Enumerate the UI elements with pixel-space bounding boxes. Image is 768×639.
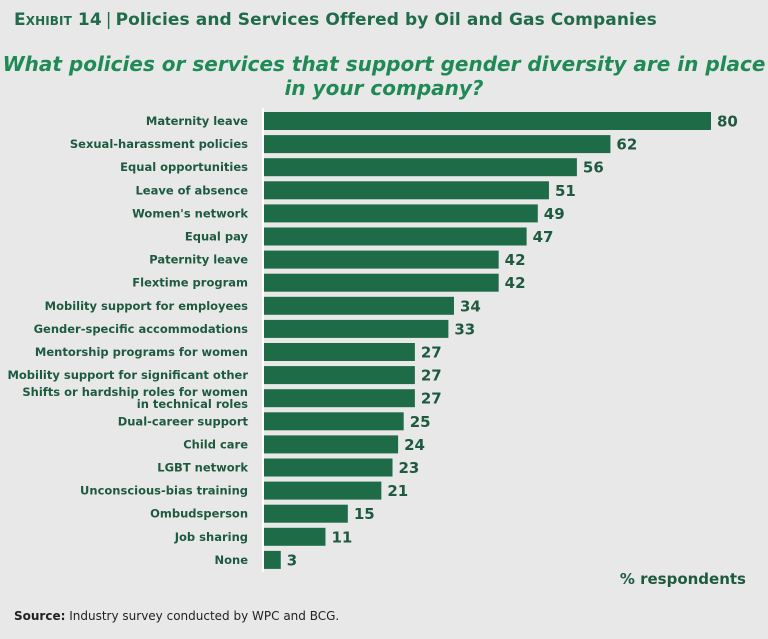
category-label: Gender-specific accommodations — [34, 322, 249, 336]
category-label: Leave of absence — [135, 183, 248, 197]
data-label: 80 — [717, 113, 738, 131]
category-label: Dual-career support — [118, 414, 249, 428]
exhibit-header: Exhibit 14 | Policies and Services Offered… — [14, 10, 657, 30]
category-label: Mobility support for employees — [45, 299, 248, 313]
data-label: 27 — [421, 344, 442, 362]
source-text: Industry survey conducted by WPC and BCG… — [69, 609, 340, 623]
exhibit-title: Policies and Services Offered by Oil and… — [115, 10, 657, 30]
category-label: Mobility support for significant other — [7, 368, 248, 382]
bar — [264, 296, 454, 315]
bar — [264, 458, 393, 477]
category-label: None — [214, 553, 248, 567]
category-label: Flextime program — [132, 276, 248, 290]
data-label: 24 — [404, 436, 425, 454]
data-label: 11 — [331, 528, 352, 546]
bar — [264, 227, 527, 246]
exhibit-label: Exhibit 14 — [14, 10, 102, 30]
data-label: 33 — [454, 320, 475, 338]
bar — [264, 319, 449, 338]
chart-title: What policies or services that support g… — [2, 52, 766, 100]
category-label: Women's network — [132, 206, 248, 220]
bar — [264, 366, 415, 385]
bar — [264, 158, 577, 177]
bar — [264, 550, 281, 569]
bar — [264, 112, 711, 130]
data-label: 27 — [421, 367, 442, 385]
source-note: Source: Industry survey conducted by WPC… — [14, 609, 339, 623]
data-label: 42 — [505, 274, 526, 292]
data-label: 62 — [616, 136, 637, 154]
data-label: 21 — [387, 482, 408, 500]
bar — [264, 204, 538, 223]
bar — [264, 343, 415, 361]
bar — [264, 412, 404, 431]
category-label: Child care — [183, 437, 248, 451]
category-label: Job sharing — [174, 530, 248, 544]
category-label: Unconscious-bias training — [80, 484, 248, 498]
category-label: LGBT network — [157, 461, 248, 475]
data-label: 47 — [533, 228, 554, 246]
bar — [264, 273, 499, 292]
bar — [264, 181, 549, 200]
data-label: 3 — [287, 551, 297, 569]
bar — [264, 435, 399, 454]
bar — [264, 504, 348, 523]
category-label: Sexual-harassment policies — [70, 137, 248, 151]
data-label: 49 — [544, 205, 565, 223]
bar — [264, 250, 499, 269]
bar — [264, 481, 382, 500]
category-label: Equal pay — [185, 230, 249, 244]
data-label: 34 — [460, 297, 481, 315]
data-label: 56 — [583, 159, 604, 177]
data-label: 23 — [399, 459, 420, 477]
category-label: Ombudsperson — [150, 507, 248, 521]
data-label: 42 — [505, 251, 526, 269]
category-label: Mentorship programs for women — [35, 345, 248, 359]
source-label: Source: — [14, 609, 66, 623]
data-label: 25 — [410, 413, 431, 431]
data-label: 15 — [354, 505, 375, 523]
category-label: Shifts or hardship roles for women in tec… — [22, 385, 248, 411]
category-label: Maternity leave — [146, 114, 248, 128]
category-label: Equal opportunities — [120, 160, 248, 174]
data-label: 27 — [421, 390, 442, 408]
bar — [264, 389, 415, 408]
bar — [264, 135, 611, 154]
data-label: 51 — [555, 182, 576, 200]
bar — [264, 527, 326, 546]
header-separator: | — [105, 10, 112, 30]
category-label: Paternity leave — [149, 253, 248, 267]
x-axis-unit-label: % respondents — [619, 570, 746, 588]
